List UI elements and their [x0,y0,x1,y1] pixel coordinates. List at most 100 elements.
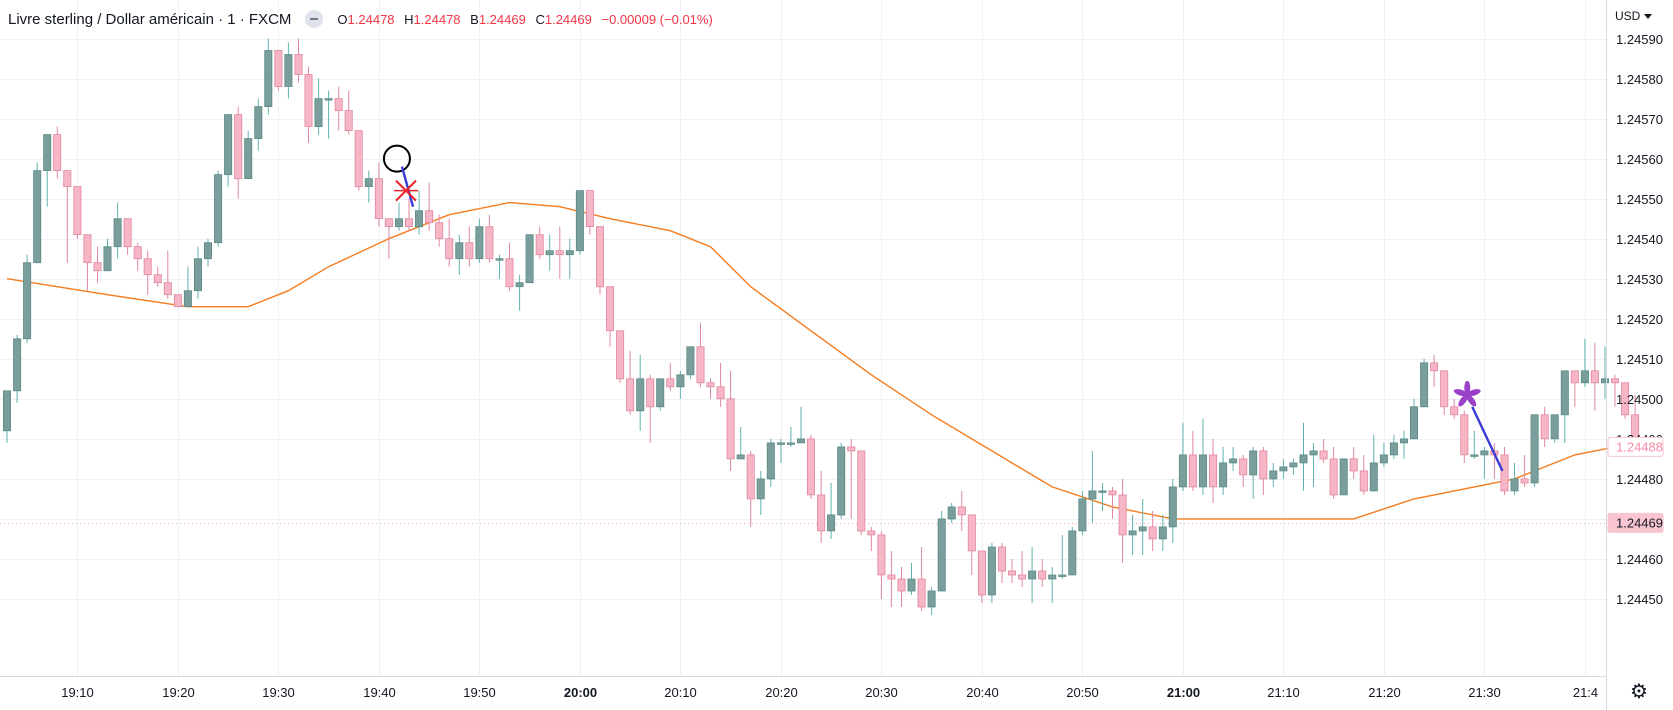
time-tick-label: 19:10 [61,685,94,700]
asterisk-drawing-petal[interactable] [1453,388,1468,398]
candle-body-up [254,106,263,139]
candle-body-down [1188,454,1197,488]
candle [13,334,22,403]
candle-body-down [404,218,413,228]
candle [475,218,484,263]
candle-body-up [827,514,836,532]
symbol-title[interactable]: Livre sterling / Dollar américain · 1 · … [8,10,292,28]
candle [1309,442,1318,487]
candle [1018,551,1027,587]
candle [1199,418,1208,495]
candle-body-up [284,54,293,87]
candle-body-down [234,114,243,180]
candle-body-down [1570,370,1579,384]
candle-body-down [143,258,152,276]
candle-body-down [1520,478,1529,484]
candle [937,510,946,592]
candle [977,550,986,603]
time-tick-label: 21:30 [1468,685,1501,700]
candle [1108,486,1117,519]
price-tick-label: 1.24590 [1616,32,1663,47]
candle [817,470,826,543]
candle-body-down [1259,450,1268,480]
candle-body-up [1510,478,1519,492]
candle [214,170,223,247]
candle-body-down [334,98,343,111]
candle-body-up [1420,362,1429,408]
candle-body-down [917,578,926,608]
currency-selector[interactable]: USD [1615,6,1655,26]
gear-icon[interactable]: ⚙ [1630,681,1648,703]
candle [696,322,705,387]
candle-body-up [837,446,846,516]
time-axis[interactable]: 19:10 19:20 19:30 19:40 19:50 20:00 20:10 20:20… [61,685,1598,700]
candle [596,226,605,295]
candle [183,266,192,308]
candle-body-up [1279,466,1288,472]
candle [1178,422,1187,491]
candle-body-down [1349,458,1358,472]
trend-line-drawing[interactable] [1471,406,1504,472]
price-tick-label: 1.24530 [1616,272,1663,287]
candle-body-up [1369,462,1378,492]
candle [736,426,745,460]
candle [63,170,72,263]
asterisk-drawing-petal[interactable] [1464,380,1471,395]
candle-body-up [394,218,403,228]
candle [1048,567,1057,603]
candle [1470,430,1479,459]
drawings-layer[interactable] [382,144,1504,472]
candle [374,162,383,227]
price-label-box [1607,512,1664,533]
candle [1510,462,1519,495]
candle-body-up [947,506,956,520]
candle [344,90,353,135]
candle-body-up [1168,486,1177,528]
candle-body-down [726,398,735,460]
asterisk-drawing-petal[interactable] [1466,388,1481,398]
candle [234,106,243,199]
candle [766,438,775,487]
candle-body-up [987,546,996,596]
visibility-toggle-icon[interactable] [305,10,324,28]
candle [73,186,82,239]
candle [1188,430,1197,491]
circle-drawing[interactable] [382,144,411,173]
candle [1118,478,1127,563]
candle-body-up [1078,498,1087,532]
candle [1611,374,1620,407]
asterisk-drawing-petal[interactable] [1465,393,1478,408]
time-tick-label: 19:40 [363,685,396,700]
candle-body-down [746,454,755,500]
candle [264,38,273,115]
candle [1530,414,1539,487]
candle-body-down [977,550,986,596]
candle-body-up [1088,490,1097,500]
candle-body-up [414,210,423,228]
candle-body-down [706,382,715,388]
trend-line-drawing[interactable] [400,166,415,207]
candle-body-down [585,190,594,228]
candle [123,218,132,255]
candle [1621,382,1630,419]
candle [1168,478,1177,543]
candle [314,78,323,135]
price-tick-label: 1.24580 [1616,72,1663,87]
candle [294,38,303,83]
candle [143,250,152,295]
candle [254,98,263,151]
candle [1389,434,1398,459]
candle [716,362,725,407]
candle-body-down [1108,490,1117,496]
candle [1058,534,1067,579]
candle [797,406,806,444]
candle-body-up [1530,414,1539,484]
candle [1359,454,1368,495]
candle [807,434,816,499]
candle-body-down [425,210,434,224]
time-tick-label: 19:50 [463,685,496,700]
candle [616,330,625,383]
asterisk-drawing-petal[interactable] [1457,393,1470,408]
candle-body-up [545,250,554,256]
